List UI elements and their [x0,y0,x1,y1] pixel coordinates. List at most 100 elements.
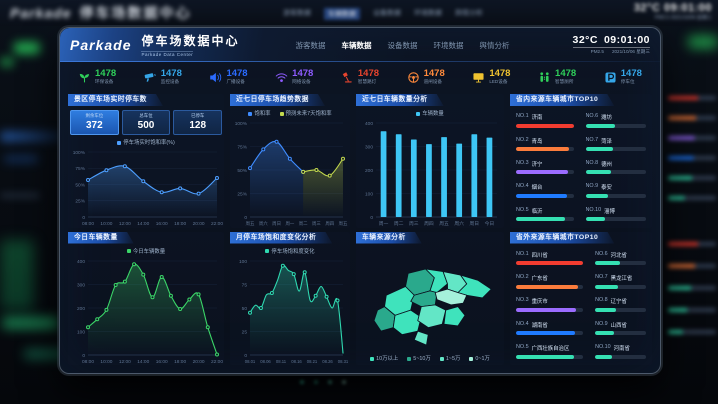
svg-text:周一: 周一 [285,221,294,227]
chart-legend: 停车场饱和度变化 [230,247,350,255]
stats-row: 1478 环保设备 1478 监控设备 1478 广播设备 1478 网络设备 1478 智慧路灯… [60,62,660,92]
panel-top10-out-province: 省外来源车辆城市TOP10 NO.1 四川省 NO.2 广东省 NO.3 重庆市 NO.4 湖… [510,231,652,365]
top10-in-province-list: NO.1 济南 NO.2 青岛 NO.3 济宁 NO.4 烟台 NO.5 临沂 NO.6 潍坊 NO.7… [510,106,652,228]
panel-top10-in-province: 省内来源车辆城市TOP10 NO.1 济南 NO.2 青岛 NO.3 济宁 NO.4 烟台 NO… [510,94,652,228]
svg-text:周二: 周二 [394,221,404,227]
svg-text:08.21: 08.21 [307,359,318,364]
panel-grid: 景区停车场实时停车数 剩余车位 372 总车位 500 已停车 128 [60,92,660,373]
panel-title: 月停车场饱和度变化分析 [230,232,332,244]
svg-text:25: 25 [242,329,248,335]
nav-item-车辆数据[interactable]: 车辆数据 [341,40,372,50]
week-trend-chart: 025%50%75%100%周五 周六 周日 周一 周二 周三 周四 周五 [235,121,348,227]
bg-blur-blob [0,132,64,141]
stat-value: 1478 [489,68,511,80]
pm-label: PM2.5 [590,49,604,55]
svg-text:周日: 周日 [272,221,281,227]
nav-item-环境数据[interactable]: 环境数据 [433,40,464,50]
panel-title: 今日车辆数量 [68,232,134,244]
stat-item: 1478 智慧厕所 [538,69,576,85]
svg-text:200: 200 [77,305,85,311]
svg-text:100: 100 [77,329,85,335]
stat-label: 智慧路灯 [357,79,377,85]
svg-text:周六: 周六 [454,220,464,227]
panel-week-trend: 近七日停车场趋势数据 饱和率 预测未来7天饱和率 0 25% 50% 75% 100% 周五… [230,94,350,228]
stat-value: 1478 [357,68,380,80]
people-icon [538,71,551,84]
svg-text:100%: 100% [73,150,86,156]
panel-month-saturation: 月停车场饱和度变化分析 停车场饱和度变化 0 25 50 75 100 08.01 08.0… [230,231,350,365]
svg-text:100: 100 [239,258,247,264]
top10-row: NO.5 临沂 [516,202,574,225]
today-count-area-chart: 0 100 200 300 400 08:00 10:00 12:00 14:00 16:00 18… [77,258,223,365]
nav-item-设备数据[interactable]: 设备数据 [387,40,418,50]
map-container [356,244,504,352]
dashboard-header: Parkade 停车场数据中心 Parkade Data Center 游客数据… [60,28,660,62]
panel-title: 近七日车辆数量分析 [356,94,444,106]
stat-value: 1478 [292,68,314,80]
top10-row: NO.5 广西壮族自治区 [516,340,584,363]
svg-text:25%: 25% [75,199,85,205]
parkade-logo: Parkade [70,37,132,53]
stat-item: 1478 LED设备 [472,69,510,85]
bg-blur-blob [688,36,718,48]
stat-value: 1478 [160,68,182,80]
svg-text:18:00: 18:00 [174,221,186,227]
lamp-icon [341,71,354,84]
svg-text:50%: 50% [75,182,85,188]
svg-text:0: 0 [82,215,85,221]
svg-text:400: 400 [365,121,373,127]
svg-text:周一: 周一 [379,221,389,227]
month-saturation-area-chart: 0 25 50 75 100 08.01 08.06 08.11 08.16 08.21 08.26… [239,258,349,364]
parking-icon [604,71,617,84]
stat-item: 1478 广播设备 [209,69,248,85]
svg-text:300: 300 [77,282,85,288]
stat-label: 监控设备 [160,79,180,85]
svg-text:14:00: 14:00 [137,221,149,227]
bg-blur-blob [0,58,14,66]
svg-text:周二: 周二 [299,221,308,227]
top10-row: NO.9 泰安 [585,179,646,202]
panel-title: 省外来源车辆城市TOP10 [510,232,614,244]
realtime-stat-boxes: 剩余车位 372 总车位 500 已停车 128 [70,110,223,135]
top10-row: NO.9 山西省 [595,316,646,339]
shandong-map [373,268,492,346]
svg-text:08.01: 08.01 [245,359,256,364]
svg-text:周六: 周六 [259,220,268,227]
stat-value: 1478 [555,68,577,80]
stat-label: 停车位 [620,79,635,85]
stat-label: 智慧厕所 [555,79,574,85]
bg-blur-blob [14,42,40,54]
svg-text:50%: 50% [237,168,247,174]
legend-item: 1~5万 [439,354,460,362]
legend-item: 停车场实时饱和率(%) [117,138,175,146]
svg-text:22:00: 22:00 [211,221,223,227]
bg-blur-blob [0,193,40,198]
top10-row: NO.1 济南 [516,109,574,132]
legend-item: 车辆数量 [416,109,444,117]
stat-box-remaining: 剩余车位 372 [70,110,119,135]
bg-blur-bars-top [668,96,716,200]
stat-label: 环保设备 [95,79,114,85]
bg-blur-nav: 游客数据 车辆数据 设备数据 环境数据 舆情分析 [283,8,483,20]
chart-legend: 饱和率 预测未来7天饱和率 [230,109,350,117]
svg-text:周日: 周日 [470,221,480,227]
stat-item: 1478 环保设备 [78,69,116,85]
svg-text:12:00: 12:00 [119,359,131,365]
stat-item: 1478 网络设备 [275,69,313,85]
svg-text:0: 0 [244,352,247,358]
nav-item-游客数据[interactable]: 游客数据 [295,40,326,50]
nav-item-舆情分析[interactable]: 舆情分析 [479,40,510,50]
map-legend: 10万以上 5~10万 1~5万 0~1万 [356,354,504,362]
chart-legend: 停车场实时饱和率(%) [68,138,224,146]
clock-block: 32°C 09:01:00 PM2.5 2021/10/06 星期三 [572,35,650,55]
page-subtitle: Parkade Data Center [141,50,194,57]
top10-row: NO.6 河北省 [595,247,646,270]
top10-row: NO.3 济宁 [516,156,574,179]
svg-text:22:00: 22:00 [211,359,223,365]
svg-text:周五: 周五 [439,221,449,227]
legend-item: 今日车辆数量 [126,247,165,255]
top10-row: NO.1 四川省 [516,247,584,270]
svg-text:今日: 今日 [485,220,495,227]
bg-blur-legend-dots [300,380,346,384]
